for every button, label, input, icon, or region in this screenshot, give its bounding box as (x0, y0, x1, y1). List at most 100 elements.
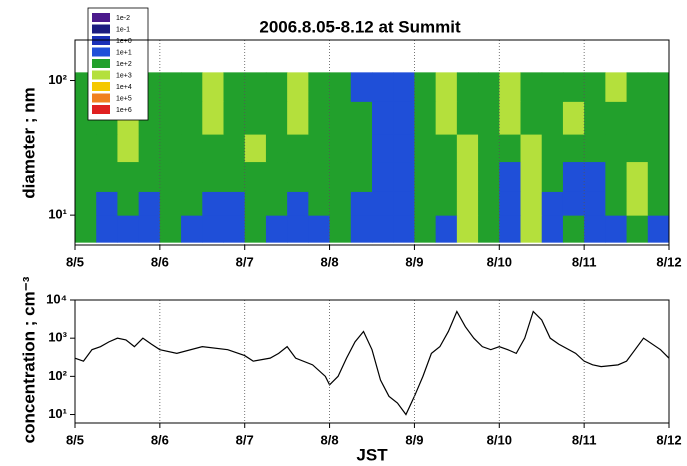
heatmap-cell (265, 191, 288, 216)
heatmap-cell (647, 101, 670, 135)
heatmap-cell (96, 191, 118, 216)
heatmap-cell (96, 215, 118, 243)
y-tick-label: 10¹ (48, 406, 67, 421)
legend-swatch (92, 24, 110, 34)
heatmap-cell (181, 134, 203, 163)
legend: 1e-2 1e-1 1e+0 1e+1 1e+2 1e+3 1e+4 1e+5 1e+6 (87, 7, 149, 121)
heatmap-cell (244, 72, 267, 102)
legend-label: 1e+5 (116, 95, 132, 102)
y-tick-label: 10² (48, 72, 67, 87)
heatmap-cell (223, 134, 246, 163)
heatmap-cell (117, 134, 140, 163)
heatmap-cell (350, 215, 373, 243)
heatmap-cell (414, 134, 437, 163)
heatmap-cell (202, 134, 224, 163)
heatmap-cell (478, 215, 500, 243)
heatmap-cell (499, 215, 521, 243)
legend-swatch (92, 47, 110, 57)
heatmap-cell (520, 101, 543, 135)
heatmap-cell (393, 134, 415, 163)
heatmap-cell (520, 191, 543, 216)
x-tick-label: 8/7 (236, 254, 254, 269)
heatmap-cell (414, 72, 437, 102)
heatmap-cell (393, 101, 415, 135)
legend-label: 1e-1 (116, 26, 130, 33)
heatmap-cell (499, 72, 521, 102)
heatmap-cell (626, 161, 649, 192)
heatmap-cell (520, 161, 543, 192)
heatmap-cell (456, 161, 479, 192)
heatmap-cell (308, 161, 331, 192)
heatmap-cell (159, 161, 182, 192)
heatmap-cell (393, 161, 415, 192)
x-tick-label: 8/7 (236, 432, 254, 447)
heatmap-cell (159, 72, 182, 102)
heatmap-cell (605, 72, 628, 102)
heatmap-cell (584, 134, 606, 163)
heatmap-cell (520, 134, 543, 163)
legend-swatch (92, 70, 110, 80)
heatmap-cell (478, 161, 500, 192)
heatmap-cell (287, 134, 309, 163)
x-tick-label: 8/8 (321, 432, 339, 447)
heatmap-cell (287, 161, 309, 192)
heatmap-cell (435, 72, 458, 102)
heatmap-cell (499, 161, 521, 192)
legend-label: 1e+2 (116, 61, 132, 68)
heatmap-cell (181, 215, 203, 243)
heatmap-cell (584, 161, 606, 192)
heatmap-cell (75, 191, 97, 216)
x-tick-label: 8/9 (405, 432, 423, 447)
heatmap-cell (138, 191, 161, 216)
heatmap-cell (626, 134, 649, 163)
heatmap-cell (202, 191, 224, 216)
heatmap-cell (308, 101, 331, 135)
heatmap-cell (372, 215, 394, 243)
heatmap-cell (584, 72, 606, 102)
heatmap-cell (435, 191, 458, 216)
heatmap-cell (265, 101, 288, 135)
heatmap-cell (541, 101, 564, 135)
plot-frame (74, 299, 670, 424)
heatmap-cell (499, 101, 521, 135)
x-tick-label: 8/11 (572, 254, 597, 269)
heatmap-cell (244, 161, 267, 192)
legend-swatch (92, 82, 110, 91)
heatmap-cell (520, 72, 543, 102)
chart-title: 2006.8.05-8.12 at Summit (259, 17, 461, 36)
heatmap-cell (562, 161, 585, 192)
heatmap-cell (265, 72, 288, 102)
heatmap-cell (287, 72, 309, 102)
heatmap-cell (520, 215, 543, 243)
legend-label: 1e+0 (116, 38, 132, 45)
heatmap-cell (541, 161, 564, 192)
heatmap-cell (584, 215, 606, 243)
heatmap-cell (562, 215, 585, 243)
x-tick-label: 8/8 (321, 254, 339, 269)
legend-label: 1e+6 (116, 107, 132, 114)
heatmap-cell (456, 191, 479, 216)
heatmap-cell (541, 134, 564, 163)
heatmap-cell (372, 134, 394, 163)
heatmap-cell (605, 101, 628, 135)
x-tick-label: 8/5 (66, 432, 84, 447)
heatmap-cell (329, 134, 352, 163)
heatmap-cell (626, 101, 649, 135)
legend-label: 1e+3 (116, 72, 132, 79)
heatmap-cell (372, 72, 394, 102)
heatmap-cell (414, 215, 437, 243)
x-tick-label: 8/11 (572, 432, 597, 447)
heatmap-cell (435, 134, 458, 163)
heatmap-cell (329, 191, 352, 216)
heatmap-cell (308, 191, 331, 216)
legend-swatch (92, 13, 110, 22)
heatmap-cell (605, 215, 628, 243)
heatmap-cell (626, 215, 649, 243)
heatmap-cell (414, 101, 437, 135)
heatmap-cell (202, 161, 224, 192)
legend-swatch (92, 59, 110, 68)
y-axis-label: concentration ; cm⁻³ (19, 276, 38, 443)
legend-label: 1e+1 (116, 49, 132, 56)
heatmap-cell (562, 191, 585, 216)
